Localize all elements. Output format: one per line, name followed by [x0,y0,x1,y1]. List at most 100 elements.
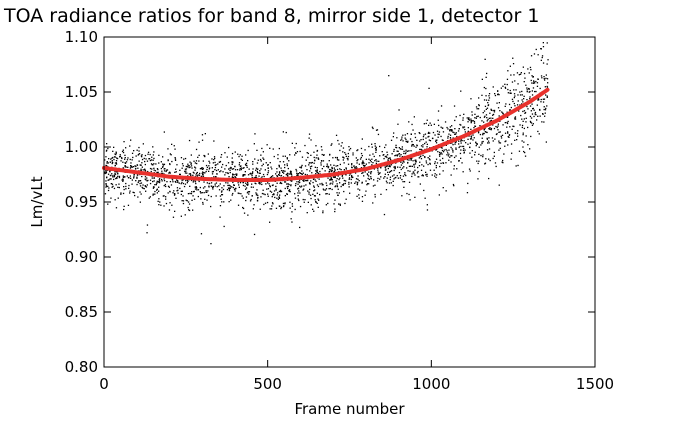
scatter-point [513,96,515,99]
scatter-point [438,131,441,133]
scatter-point [485,131,487,133]
scatter-point [151,177,153,179]
scatter-point [277,198,279,200]
scatter-point [337,139,339,142]
scatter-point [238,186,240,188]
scatter-point [488,93,491,95]
scatter-point [523,150,525,153]
scatter-point [299,226,301,229]
scatter-point [118,186,120,189]
scatter-point [533,82,536,84]
scatter-point [228,184,230,186]
scatter-point [108,179,110,181]
scatter-point [104,159,106,161]
scatter-point [425,137,427,139]
scatter-point [481,142,483,145]
scatter-point [478,104,480,106]
scatter-point [492,157,494,160]
scatter-point [380,167,382,169]
scatter-point [236,173,238,175]
scatter-point [286,183,288,185]
scatter-point [535,48,537,51]
scatter-point [435,140,437,142]
scatter-point [376,180,379,182]
scatter-point [222,171,224,173]
scatter-point [526,89,528,91]
scatter-point [528,88,530,90]
scatter-point [304,144,306,147]
scatter-point [410,165,412,167]
scatter-point [238,162,241,164]
scatter-point [120,193,122,195]
scatter-point [419,140,421,142]
scatter-point [404,152,407,155]
scatter-point [169,202,171,204]
x-tick-label: 1000 [412,375,450,393]
scatter-point [149,179,152,181]
scatter-point [225,172,227,174]
scatter-point [339,168,341,170]
scatter-point [316,184,319,186]
scatter-point [231,194,233,196]
scatter-point [294,208,296,211]
scatter-point [216,186,218,188]
scatter-point [278,166,280,168]
scatter-point [494,162,497,164]
scatter-point [155,163,157,165]
scatter-point [313,186,315,188]
scatter-point [298,181,300,184]
scatter-point [403,186,405,188]
scatter-point [309,194,312,196]
scatter-point [388,171,391,173]
scatter-point [488,158,490,160]
scatter-point [492,86,494,88]
scatter-point [171,178,173,180]
scatter-point [190,162,192,164]
scatter-point [162,156,164,158]
scatter-point [249,200,252,202]
scatter-point [273,193,275,196]
scatter-point [450,146,452,149]
scatter-point [356,167,358,169]
scatter-point [360,147,363,150]
scatter-point [339,204,341,206]
scatter-point [442,157,444,160]
scatter-point [312,208,314,210]
scatter-point [299,150,301,153]
scatter-point [252,163,254,165]
scatter-point [407,150,409,152]
scatter-point [313,195,316,197]
scatter-point [182,195,184,197]
scatter-point [348,186,350,188]
scatter-point [374,196,376,198]
scatter-point [376,160,378,162]
scatter-point [486,120,488,122]
scatter-point [478,104,480,107]
scatter-point [204,172,206,174]
scatter-point [441,149,444,152]
scatter-point [259,183,261,185]
scatter-point [180,157,183,159]
scatter-point [290,173,292,175]
scatter-point [286,174,289,176]
scatter-point [304,199,306,201]
scatter-point [439,151,441,154]
scatter-point [485,87,487,90]
scatter-point [355,178,358,180]
scatter-point [543,76,545,78]
scatter-point [299,172,302,174]
scatter-point [174,210,176,212]
scatter-point [286,193,288,195]
scatter-point [397,154,399,156]
scatter-point [238,155,240,158]
scatter-point [429,122,431,124]
scatter-point [462,127,464,129]
scatter-point [331,179,333,181]
scatter-point [492,114,494,116]
scatter-point [183,158,185,160]
scatter-point [361,172,363,174]
scatter-point [411,173,413,175]
scatter-point [420,145,423,147]
scatter-point [475,145,477,147]
scatter-point [424,142,426,145]
